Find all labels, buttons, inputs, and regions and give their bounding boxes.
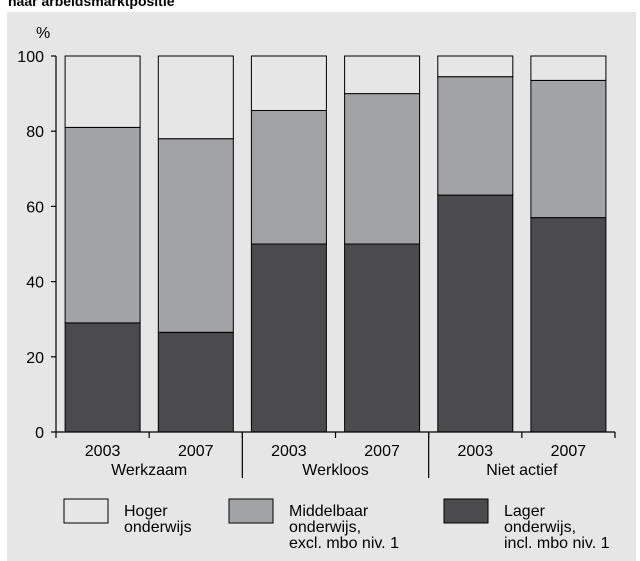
legend-label: Hoger bbox=[124, 503, 168, 520]
y-tick-label: 80 bbox=[26, 124, 44, 141]
x-category-label: 2007 bbox=[551, 443, 587, 460]
bar-segment bbox=[250, 55, 327, 111]
legend-label: Middelbaar bbox=[289, 503, 369, 520]
bar-segment bbox=[530, 55, 607, 81]
bar-segment bbox=[344, 93, 421, 245]
x-group-label: Werkloos bbox=[302, 462, 368, 479]
bar-segment bbox=[530, 79, 607, 219]
legend: HogeronderwijsMiddelbaaronderwijs,excl. … bbox=[63, 498, 610, 552]
x-group-label: Niet actief bbox=[486, 462, 558, 479]
bar-segment bbox=[157, 331, 234, 433]
bar-segment bbox=[157, 138, 234, 333]
x-category-label: 2003 bbox=[457, 443, 493, 460]
x-category-label: 2007 bbox=[364, 443, 400, 460]
legend-label: onderwijs, bbox=[504, 519, 576, 536]
bar-segment bbox=[530, 217, 607, 433]
y-tick-label: 0 bbox=[35, 425, 44, 442]
x-group-label: Werkzaam bbox=[111, 462, 187, 479]
y-tick-label: 100 bbox=[17, 49, 44, 66]
bar-segment bbox=[250, 110, 327, 245]
legend-swatch bbox=[228, 498, 274, 524]
x-category-label: 2007 bbox=[178, 443, 214, 460]
plot-background bbox=[56, 56, 615, 432]
y-tick-label: 20 bbox=[26, 350, 44, 367]
bar-segment bbox=[344, 55, 421, 95]
legend-swatch bbox=[63, 498, 109, 524]
bar-segment bbox=[437, 55, 514, 78]
chart-title: naar arbeidsmarktpositie bbox=[8, 0, 175, 9]
bar-segment bbox=[437, 76, 514, 196]
x-category-label: 2003 bbox=[271, 443, 307, 460]
bar-segment bbox=[64, 126, 141, 324]
legend-label: Lager bbox=[504, 503, 546, 520]
bar-segment bbox=[157, 55, 234, 140]
bar-segment bbox=[344, 243, 421, 433]
x-category-label: 2003 bbox=[85, 443, 121, 460]
bar-segment bbox=[250, 243, 327, 433]
bar-segment bbox=[437, 194, 514, 433]
y-tick-label: 40 bbox=[26, 275, 44, 292]
y-tick-label: 60 bbox=[26, 199, 44, 216]
legend-label: onderwijs bbox=[124, 519, 192, 536]
legend-swatch bbox=[443, 498, 489, 524]
y-unit-label: % bbox=[36, 25, 50, 42]
bar-segment bbox=[64, 322, 141, 433]
plot-area: 0 20 40 60 80 100% 2003 2007 2003 2007 2003 2007 Wer… bbox=[17, 25, 616, 479]
legend-label: excl. mbo niv. 1 bbox=[289, 535, 399, 552]
legend-label: incl. mbo niv. 1 bbox=[504, 535, 610, 552]
legend-label: onderwijs, bbox=[289, 519, 361, 536]
bar-segment bbox=[64, 55, 141, 128]
